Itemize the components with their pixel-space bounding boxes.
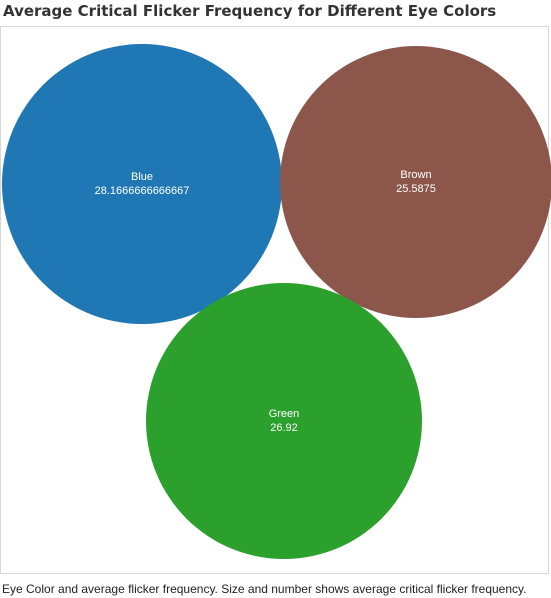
- bubble-circle-green[interactable]: [146, 283, 422, 559]
- bubble-circle-brown[interactable]: [280, 46, 551, 318]
- bubble-label-green: Green: [269, 408, 300, 420]
- chart-caption: Eye Color and average flicker frequency.…: [2, 582, 527, 596]
- chart-area: [0, 26, 549, 574]
- bubble-value-brown: 25.5875: [396, 183, 436, 195]
- chart-title: Average Critical Flicker Frequency for D…: [3, 2, 497, 20]
- bubble-blue[interactable]: Blue 28.1666666666667: [2, 44, 282, 324]
- bubble-brown[interactable]: Brown 25.5875: [280, 46, 551, 318]
- bubble-circle-blue[interactable]: [2, 44, 282, 324]
- bubble-green[interactable]: Green 26.92: [146, 283, 422, 559]
- bubble-label-blue: Blue: [131, 171, 153, 183]
- bubble-label-brown: Brown: [400, 169, 431, 181]
- bubble-value-blue: 28.1666666666667: [95, 185, 190, 197]
- bubble-value-green: 26.92: [270, 422, 298, 434]
